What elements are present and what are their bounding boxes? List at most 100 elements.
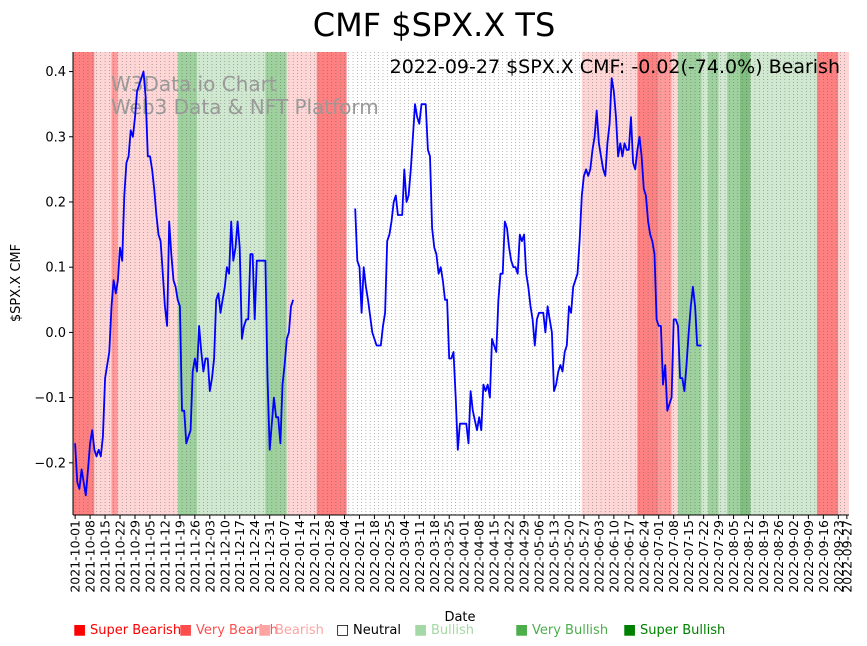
- x-tick-label: 2021-12-24: [247, 520, 262, 593]
- x-tick-label: 2022-01-21: [307, 520, 322, 593]
- legend-item-bearish: ■ Bearish: [258, 622, 324, 638]
- x-tick-label: 2022-05-27: [576, 520, 591, 593]
- x-tick-label: 2022-08-12: [741, 520, 756, 593]
- y-tick-label: 0.3: [45, 130, 66, 145]
- x-tick-label: 2022-02-25: [382, 520, 397, 593]
- legend-swatch: ■: [179, 622, 192, 638]
- y-tick-label: 0.4: [45, 65, 66, 80]
- x-axis-label: Date: [444, 610, 475, 625]
- y-ticks: −0.2 −0.1 0.0 0.1 0.2 0.3 0.4: [34, 65, 73, 471]
- x-tick-label: 2022-07-01: [651, 520, 666, 593]
- watermark: W3Data.io Chart Web3 Data & NFT Platform: [111, 72, 379, 119]
- x-tick-label: 2022-04-29: [517, 520, 532, 593]
- x-tick-label: 2022-09-09: [801, 520, 816, 593]
- x-tick-label: 2022-06-17: [621, 520, 636, 593]
- x-tick-label: 2022-08-19: [756, 520, 771, 593]
- x-tick-label: 2022-03-04: [397, 520, 412, 593]
- x-tick-label: 2022-09-16: [816, 520, 831, 593]
- regime-band-bullish: [701, 52, 708, 515]
- legend-item-very-bullish: ■ Very Bullish: [515, 622, 608, 638]
- x-tick-label: 2021-10-01: [68, 520, 83, 593]
- x-tick-label: 2022-06-03: [591, 520, 606, 593]
- y-axis-label: $SPX.X CMF: [9, 244, 24, 322]
- legend-item-super-bullish: ■ Super Bullish: [623, 622, 725, 638]
- x-tick-label: 2022-01-28: [322, 520, 337, 593]
- x-tick-label: 2022-01-14: [292, 520, 307, 593]
- legend-item-bullish: ■ Bullish: [414, 622, 474, 638]
- x-tick-label: 2021-11-19: [172, 520, 187, 593]
- chart-annotation: 2022-09-27 $SPX.X CMF: -0.02(-74.0%) Bea…: [390, 56, 840, 78]
- x-tick-label: 2022-04-22: [502, 520, 517, 593]
- chart-title: CMF $SPX.X TS: [313, 6, 556, 44]
- y-tick-label: −0.1: [34, 391, 66, 406]
- y-tick-label: −0.2: [34, 456, 66, 471]
- legend-swatch: ■: [73, 622, 86, 638]
- regime-band-very-bullish: [707, 52, 719, 515]
- x-tick-label: 2022-06-10: [606, 520, 621, 593]
- x-tick-label: 2022-02-18: [367, 520, 382, 593]
- x-tick-label: 2022-05-06: [532, 520, 547, 593]
- legend-label: Super Bullish: [640, 623, 725, 638]
- legend-swatch: ■: [258, 622, 271, 638]
- x-tick-label: 2022-05-13: [547, 520, 562, 593]
- x-tick-label: 2022-03-11: [412, 520, 427, 593]
- legend-item-very-bearish: ■ Very Bearish: [179, 622, 278, 638]
- legend-swatch: ■: [414, 622, 427, 638]
- legend-label: Bearish: [275, 623, 324, 638]
- regime-band-bearish: [94, 52, 112, 515]
- x-tick-label: 2022-01-07: [277, 520, 292, 593]
- legend-label: Very Bullish: [532, 623, 608, 638]
- x-tick-label: 2022-09-27: [839, 520, 854, 593]
- date-gridlines: [74, 52, 846, 515]
- watermark-line-1: W3Data.io Chart: [111, 72, 277, 96]
- y-tick-label: 0.1: [45, 261, 66, 276]
- x-tick-label: 2021-10-08: [83, 520, 98, 593]
- x-tick-label: 2021-12-03: [202, 520, 217, 593]
- regime-band-bearish: [838, 52, 849, 515]
- regime-band-very-bullish: [177, 52, 197, 515]
- x-tick-label: 2022-07-15: [681, 520, 696, 593]
- legend-item-super-bearish: ■ Super Bearish: [73, 622, 181, 638]
- cmf-series: [74, 70, 702, 497]
- axes: [72, 52, 849, 516]
- x-tick-label: 2022-06-24: [636, 520, 651, 593]
- legend-swatch: ■: [515, 622, 528, 638]
- x-ticks: 2021-10-01 2021-10-08 2021-10-15 2021-10-22…: [68, 515, 854, 593]
- y-tick-label: 0.0: [45, 326, 66, 341]
- x-tick-label: 2022-08-05: [726, 520, 741, 593]
- legend: ■ Super Bearish■ Very Bearish■ Bearish □ Neut…: [73, 622, 725, 638]
- x-tick-label: 2022-09-23: [831, 520, 846, 593]
- x-tick-label: 2021-10-29: [128, 520, 143, 593]
- x-tick-label: 2021-12-10: [217, 520, 232, 593]
- y-tick-label: 0.2: [45, 195, 66, 210]
- legend-label: Bullish: [431, 623, 474, 638]
- regime-band-bullish: [750, 52, 817, 515]
- legend-swatch: □: [336, 622, 349, 638]
- legend-label: Super Bearish: [90, 623, 181, 638]
- x-tick-label: 2021-10-15: [98, 520, 113, 593]
- x-tick-label: 2021-11-12: [157, 520, 172, 593]
- x-tick-label: 2022-08-26: [771, 520, 786, 593]
- x-tick-label: 2022-05-20: [562, 520, 577, 593]
- legend-item-neutral: □ Neutral: [336, 622, 401, 638]
- regime-band-very-bullish: [677, 52, 702, 515]
- regime-band-bearish: [671, 52, 678, 515]
- watermark-line-2: Web3 Data & NFT Platform: [111, 95, 379, 119]
- x-tick-label: 2022-03-18: [427, 520, 442, 593]
- x-tick-label: 2021-11-26: [187, 520, 202, 593]
- x-tick-label: 2022-03-25: [442, 520, 457, 593]
- regime-band-super-bullish: [739, 52, 751, 515]
- x-tick-label: 2021-12-31: [262, 520, 277, 593]
- x-tick-label: 2022-04-15: [487, 520, 502, 593]
- x-tick-label: 2022-07-29: [711, 520, 726, 593]
- cmf-line-segment: [74, 70, 295, 497]
- regime-band-bullish: [718, 52, 728, 515]
- x-tick-label: 2022-04-01: [457, 520, 472, 593]
- x-tick-label: 2021-12-17: [232, 520, 247, 593]
- x-tick-label: 2022-07-22: [696, 520, 711, 593]
- cmf-line-segment: [354, 77, 702, 451]
- x-tick-label: 2022-04-08: [472, 520, 487, 593]
- x-tick-label: 2022-09-02: [786, 520, 801, 593]
- x-tick-label: 2021-11-05: [143, 520, 158, 593]
